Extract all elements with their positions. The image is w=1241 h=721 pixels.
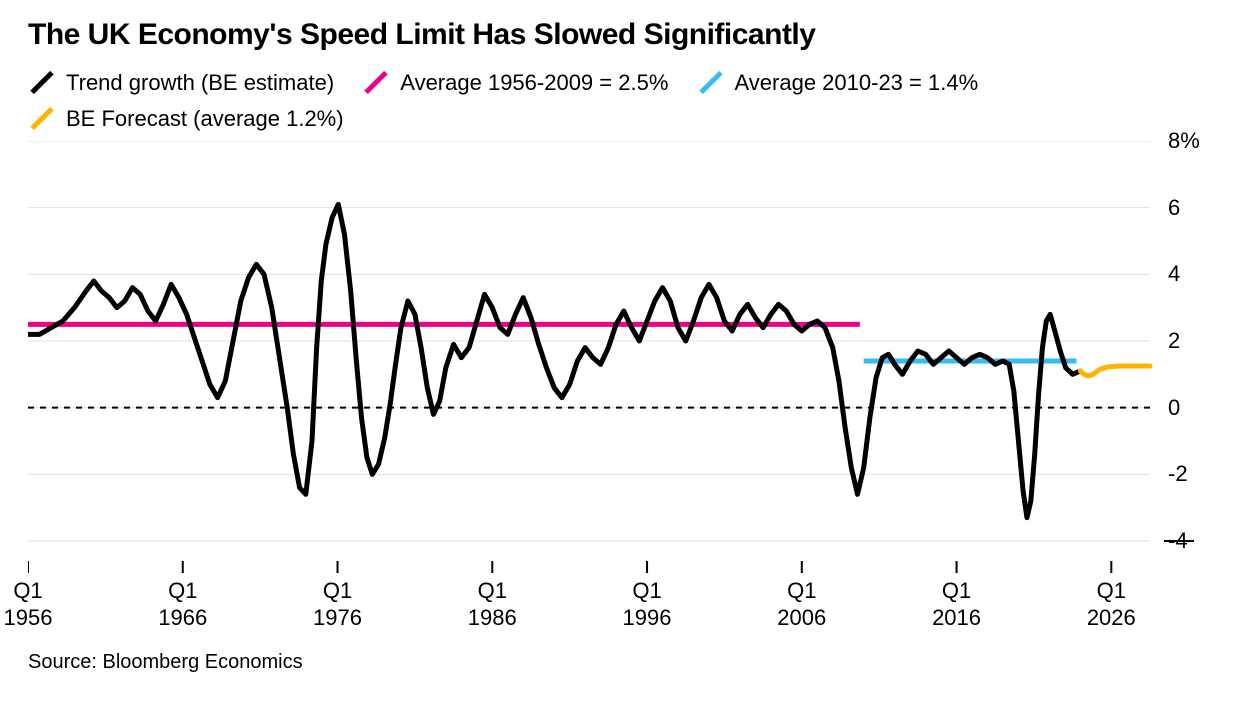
y-axis-tick-label: 6 — [1168, 195, 1180, 221]
legend-item-avg1023: Average 2010-23 = 1.4% — [697, 67, 979, 99]
x-axis-tick-label: Q11996 — [623, 577, 672, 632]
chart-title: The UK Economy's Speed Limit Has Slowed … — [28, 18, 1213, 52]
legend-item-trend: Trend growth (BE estimate) — [28, 67, 334, 99]
x-axis-tick-label: Q12026 — [1087, 577, 1136, 632]
chart-plot: Q11956Q11966Q11976Q11986Q11996Q12006Q120… — [28, 141, 1213, 611]
legend-item-avg5609: Average 1956-2009 = 2.5% — [362, 67, 668, 99]
legend-swatch — [30, 71, 53, 94]
y-axis-tick-label: 8% — [1168, 128, 1200, 154]
chart-source: Source: Bloomberg Economics — [28, 651, 1213, 674]
legend-swatch — [699, 71, 722, 94]
chart-legend: Trend growth (BE estimate) Average 1956-… — [28, 62, 1213, 135]
legend-label: Average 1956-2009 = 2.5% — [400, 67, 668, 99]
y-axis-tick-label: -4 — [1168, 528, 1188, 554]
legend-item-forecast: BE Forecast (average 1.2%) — [28, 103, 344, 135]
legend-swatch — [30, 107, 53, 130]
legend-swatch — [365, 71, 388, 94]
y-axis-tick-label: 2 — [1168, 328, 1180, 354]
x-axis-tick-label: Q12016 — [932, 577, 981, 632]
chart-svg — [28, 141, 1213, 611]
y-axis-tick-label: 4 — [1168, 261, 1180, 287]
y-axis-tick-label: 0 — [1168, 395, 1180, 421]
legend-label: Trend growth (BE estimate) — [66, 67, 334, 99]
x-axis-tick-label: Q11966 — [158, 577, 207, 632]
y-axis-tick-label: -2 — [1168, 461, 1188, 487]
x-axis-tick-label: Q11956 — [4, 577, 53, 632]
legend-label: BE Forecast (average 1.2%) — [66, 103, 344, 135]
legend-label: Average 2010-23 = 1.4% — [735, 67, 979, 99]
x-axis-tick-label: Q11986 — [468, 577, 517, 632]
x-axis-tick-label: Q11976 — [313, 577, 362, 632]
x-axis-tick-label: Q12006 — [777, 577, 826, 632]
